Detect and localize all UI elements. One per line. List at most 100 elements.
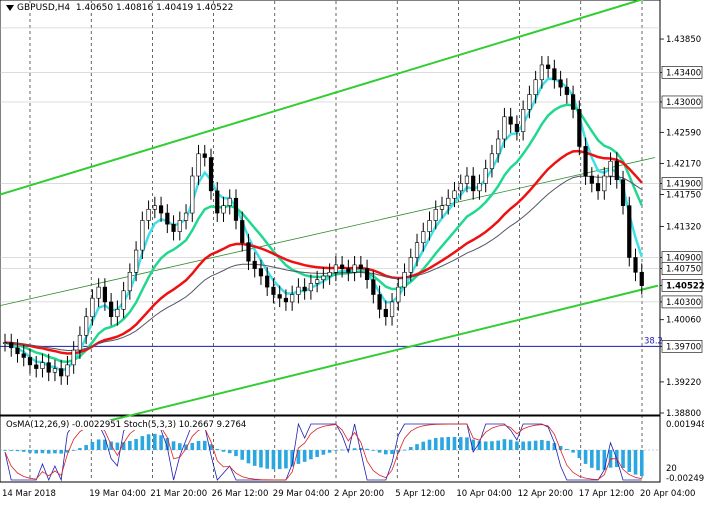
candle-body	[152, 205, 157, 210]
osc-bar	[321, 450, 326, 455]
level-price-box	[661, 340, 703, 353]
candle-body	[527, 94, 532, 110]
channel-upper-line	[0, 0, 644, 196]
stoch-main-line	[4, 422, 642, 482]
osc-bar	[240, 450, 245, 460]
symbol-label: GBPUSD,H4	[17, 3, 71, 13]
osc-bar	[215, 448, 220, 450]
candle-body	[177, 220, 182, 232]
osc-bar	[527, 441, 532, 450]
osc-bar	[546, 440, 550, 450]
candle-body	[46, 362, 51, 373]
osc-bar	[558, 445, 563, 450]
osc-bar	[415, 444, 419, 450]
price-tick-label: 1.43000	[666, 98, 701, 108]
osc-bar	[571, 450, 575, 453]
osc-bar	[234, 450, 238, 457]
dropdown-arrow-icon[interactable]	[6, 4, 14, 11]
candle-body	[433, 209, 438, 221]
level-price-box	[661, 66, 703, 79]
osc-bar	[165, 438, 170, 450]
candle-body	[2, 342, 8, 344]
candle-body	[533, 79, 538, 95]
candle-body	[396, 286, 401, 303]
osc-bar	[352, 448, 357, 450]
candle-body	[233, 197, 239, 221]
osc-bar	[327, 450, 332, 453]
level-price-box	[661, 177, 703, 190]
osc-bar	[252, 450, 257, 466]
price-axis: 1.43850 1.43400 1.43000 1.42590 1.42170 1.419…	[660, 35, 704, 419]
osc-bar	[340, 449, 344, 451]
candle-body	[564, 86, 569, 95]
osc-bar	[315, 450, 319, 457]
osc-bar	[221, 450, 226, 452]
price-tick-label: 1.42170	[666, 159, 701, 169]
candle-body	[502, 116, 507, 140]
osc-bar	[277, 450, 282, 470]
osc-bar	[502, 439, 507, 450]
osc-bar	[177, 443, 182, 450]
time-tick-label: 14 Mar 2018	[2, 489, 56, 499]
osc-bar	[590, 450, 594, 468]
osc-bar	[109, 441, 113, 450]
candle-body	[315, 279, 320, 284]
osc-bar	[583, 450, 588, 464]
osc-bar	[34, 450, 39, 454]
candle-body	[102, 286, 107, 303]
candle-body	[327, 271, 332, 277]
time-tick-label: 26 Mar 12:00	[212, 489, 269, 499]
osc-bar	[9, 450, 14, 451]
price-tick-label: 1.40900	[666, 253, 701, 263]
candle-body	[446, 197, 451, 206]
price-tick-label: 1.43400	[666, 68, 701, 78]
candle-body	[514, 123, 520, 132]
osc-bar	[515, 441, 519, 450]
osc-bar	[271, 450, 276, 470]
osc-bar	[602, 450, 607, 470]
candle-body	[340, 264, 345, 269]
candle-body	[477, 183, 482, 192]
candle-body	[127, 271, 132, 292]
osc-bar	[421, 441, 426, 450]
osc-bar	[508, 439, 513, 450]
candle-body	[34, 364, 39, 369]
candle-body	[65, 364, 70, 377]
osc-bar	[377, 450, 382, 453]
candlesticks	[2, 56, 644, 385]
candle-body	[158, 205, 164, 214]
price-tick-label: 1.41750	[666, 191, 701, 201]
osc-bar	[153, 433, 157, 450]
candle-body	[458, 183, 463, 192]
candle-body	[21, 353, 26, 358]
main-panel-frame	[0, 0, 661, 416]
osc-bar	[477, 441, 482, 450]
osc-bar	[3, 450, 7, 451]
time-tick-label: 12 Apr 20:00	[518, 489, 573, 499]
candle-body	[302, 286, 307, 292]
osc-bar	[59, 450, 63, 454]
candle-body	[77, 334, 83, 351]
price-tick-label: 1.38800	[666, 409, 701, 419]
candle-body	[246, 242, 251, 262]
osc-bar	[621, 450, 625, 469]
candle-body	[383, 309, 388, 318]
candle-body	[96, 286, 101, 299]
price-tick-label: 1.40060	[666, 316, 701, 326]
candle-body	[620, 179, 626, 206]
stoch-signal-line	[4, 423, 642, 481]
level-price-box	[661, 95, 703, 109]
osc-bar	[227, 450, 232, 454]
osc-bar	[246, 450, 251, 464]
osc-bar	[396, 450, 401, 453]
price-tick-label: 1.40750	[666, 265, 701, 275]
candle-body	[333, 264, 338, 273]
osc-bar	[140, 436, 145, 450]
candle-body	[52, 368, 58, 373]
time-tick-label: 20 Apr 04:00	[640, 489, 695, 499]
candle-body	[146, 209, 151, 221]
osc-bar	[408, 446, 413, 450]
candle-body	[377, 294, 382, 310]
